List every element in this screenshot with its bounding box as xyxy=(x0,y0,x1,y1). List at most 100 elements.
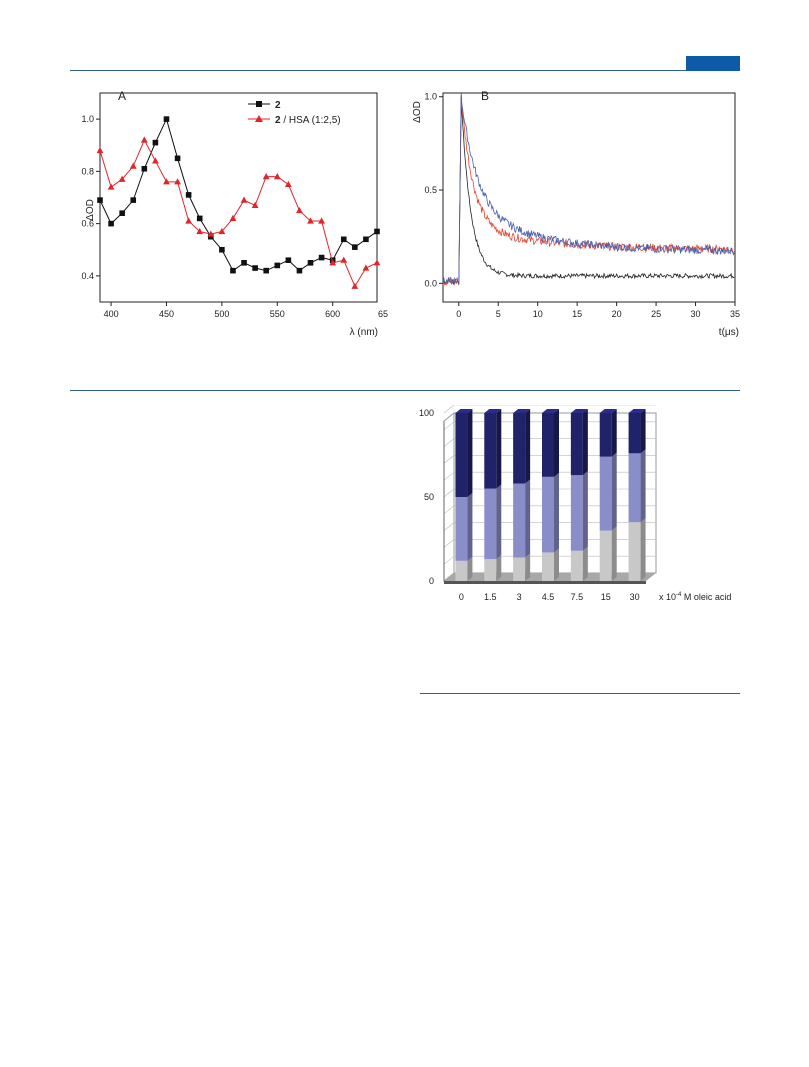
x-axis-label-a: λ (nm) xyxy=(350,327,378,338)
y-tick-label-c: 0 xyxy=(429,576,434,586)
bar-segment-c-0 xyxy=(484,559,497,581)
data-point-a-black xyxy=(141,165,148,172)
bar-segment-c-0 xyxy=(628,522,641,581)
y-tick-label-a: 0.8 xyxy=(81,166,94,176)
data-point-a-black xyxy=(296,267,303,274)
bar-segment-c-2 xyxy=(599,413,612,457)
data-point-a-black xyxy=(185,192,192,198)
bar-segment-c-0 xyxy=(513,557,526,581)
bar-side-c-2 xyxy=(640,409,646,454)
plot-frame-b xyxy=(442,92,736,303)
data-point-a-black xyxy=(174,155,181,162)
bottom-rule xyxy=(420,693,740,694)
bar-side-c-0 xyxy=(611,526,617,581)
bar-side-c-1 xyxy=(554,472,559,553)
grid-diag-c xyxy=(443,438,455,447)
data-point-a-red xyxy=(218,227,226,235)
bar-top-c xyxy=(542,409,559,413)
bar-top-c xyxy=(570,409,588,413)
x-tick-label-b: 25 xyxy=(651,309,661,319)
data-point-a-black xyxy=(363,236,369,243)
bar-segment-c-1 xyxy=(455,497,468,561)
x-tick-label-a: 550 xyxy=(270,309,285,319)
data-point-a-red xyxy=(229,214,237,221)
y-tick-label-b: 0.0 xyxy=(424,278,437,288)
bar-side-c-2 xyxy=(582,409,588,476)
decay-trace-b-1 xyxy=(442,96,735,286)
data-point-a-red xyxy=(196,227,204,235)
data-point-a-black xyxy=(285,257,292,263)
data-point-a-red xyxy=(152,157,159,164)
data-point-a-black xyxy=(252,265,258,271)
bar-segment-c-2 xyxy=(484,413,497,489)
bar-top-c xyxy=(513,409,531,413)
bar-segment-c-1 xyxy=(484,488,497,560)
data-point-a-black xyxy=(352,244,358,250)
x-tick-label-a: 65 xyxy=(378,309,388,319)
data-point-a-red xyxy=(207,230,215,237)
x-axis-label-c: x 10-4 M oleic acid xyxy=(659,592,731,602)
bar-side-c-2 xyxy=(554,409,559,477)
data-point-a-black xyxy=(108,220,114,227)
x-tick-label-c: 15 xyxy=(601,592,611,602)
y-axis-label-b: ΔOD xyxy=(412,101,423,123)
y-tick-label-a: 1.0 xyxy=(81,114,94,124)
decay-trace-b-2 xyxy=(442,93,735,286)
header-rule xyxy=(70,70,740,71)
bar-side-c-1 xyxy=(582,471,588,551)
data-point-a-red xyxy=(174,178,181,185)
data-point-a-red xyxy=(240,196,248,203)
bar-segment-c-0 xyxy=(455,560,468,581)
x-tick-label-c: 30 xyxy=(630,592,640,602)
data-point-a-red xyxy=(129,162,137,169)
x-tick-label-a: 600 xyxy=(325,309,340,319)
data-point-a-red xyxy=(96,146,104,154)
series-line-a-1 xyxy=(99,138,378,288)
data-point-a-black xyxy=(152,139,159,146)
bar-top-c xyxy=(628,409,646,413)
bar-segment-c-2 xyxy=(455,413,468,497)
data-point-a-red xyxy=(329,259,337,266)
data-point-a-red xyxy=(273,173,281,180)
bar-side-c-1 xyxy=(611,452,617,531)
x-tick-label-b: 10 xyxy=(533,309,543,319)
grid-diag-c xyxy=(443,471,455,481)
bar-side-c-1 xyxy=(640,449,646,523)
bar-segment-c-2 xyxy=(570,413,583,476)
grid-diag-c xyxy=(443,505,455,515)
data-point-a-red xyxy=(351,282,359,289)
data-point-a-black xyxy=(263,267,269,274)
data-point-a-black xyxy=(219,246,225,253)
x-axis-label-b: t(μs) xyxy=(719,327,739,338)
data-point-a-red xyxy=(373,259,381,266)
y-tick-label-c: 50 xyxy=(424,492,434,502)
y-tick-label-b: 1.0 xyxy=(424,92,437,102)
bar-side-c-0 xyxy=(554,548,559,581)
data-point-a-red xyxy=(362,264,370,271)
data-point-a-black xyxy=(163,116,170,122)
chart-c: 0 50 100 0 1.5 3 4.5 7.5 15 30 x 10-4 M oleic ac… xyxy=(419,405,731,602)
section-rule xyxy=(70,390,740,391)
side-wall-c xyxy=(443,411,455,583)
bar-side-c-2 xyxy=(496,409,502,489)
data-point-a-black xyxy=(318,254,325,261)
x-tick-label-b: 15 xyxy=(572,309,582,319)
y-axis-label-a: ΔOD xyxy=(85,199,96,221)
bar-segment-c-1 xyxy=(599,456,612,531)
legend-marker-2 xyxy=(256,101,262,107)
y-tick-label-b: 0.5 xyxy=(424,185,437,195)
grid-diag-c xyxy=(443,405,455,414)
bar-segment-c-1 xyxy=(570,475,583,551)
grid-diag-c xyxy=(443,539,455,548)
bar-top-c xyxy=(484,409,502,413)
bar-side-c-1 xyxy=(467,493,473,561)
data-point-a-red xyxy=(251,201,259,208)
bar-side-c-0 xyxy=(640,518,646,581)
y-tick-label-c: 100 xyxy=(419,408,434,418)
bar-segment-c-1 xyxy=(542,476,554,553)
bar-top-c xyxy=(599,409,617,413)
bar-segment-c-1 xyxy=(513,483,526,558)
bar-side-c-0 xyxy=(525,553,531,581)
y-tick-label-a: 0.4 xyxy=(81,271,94,281)
bar-segment-c-0 xyxy=(570,550,583,581)
